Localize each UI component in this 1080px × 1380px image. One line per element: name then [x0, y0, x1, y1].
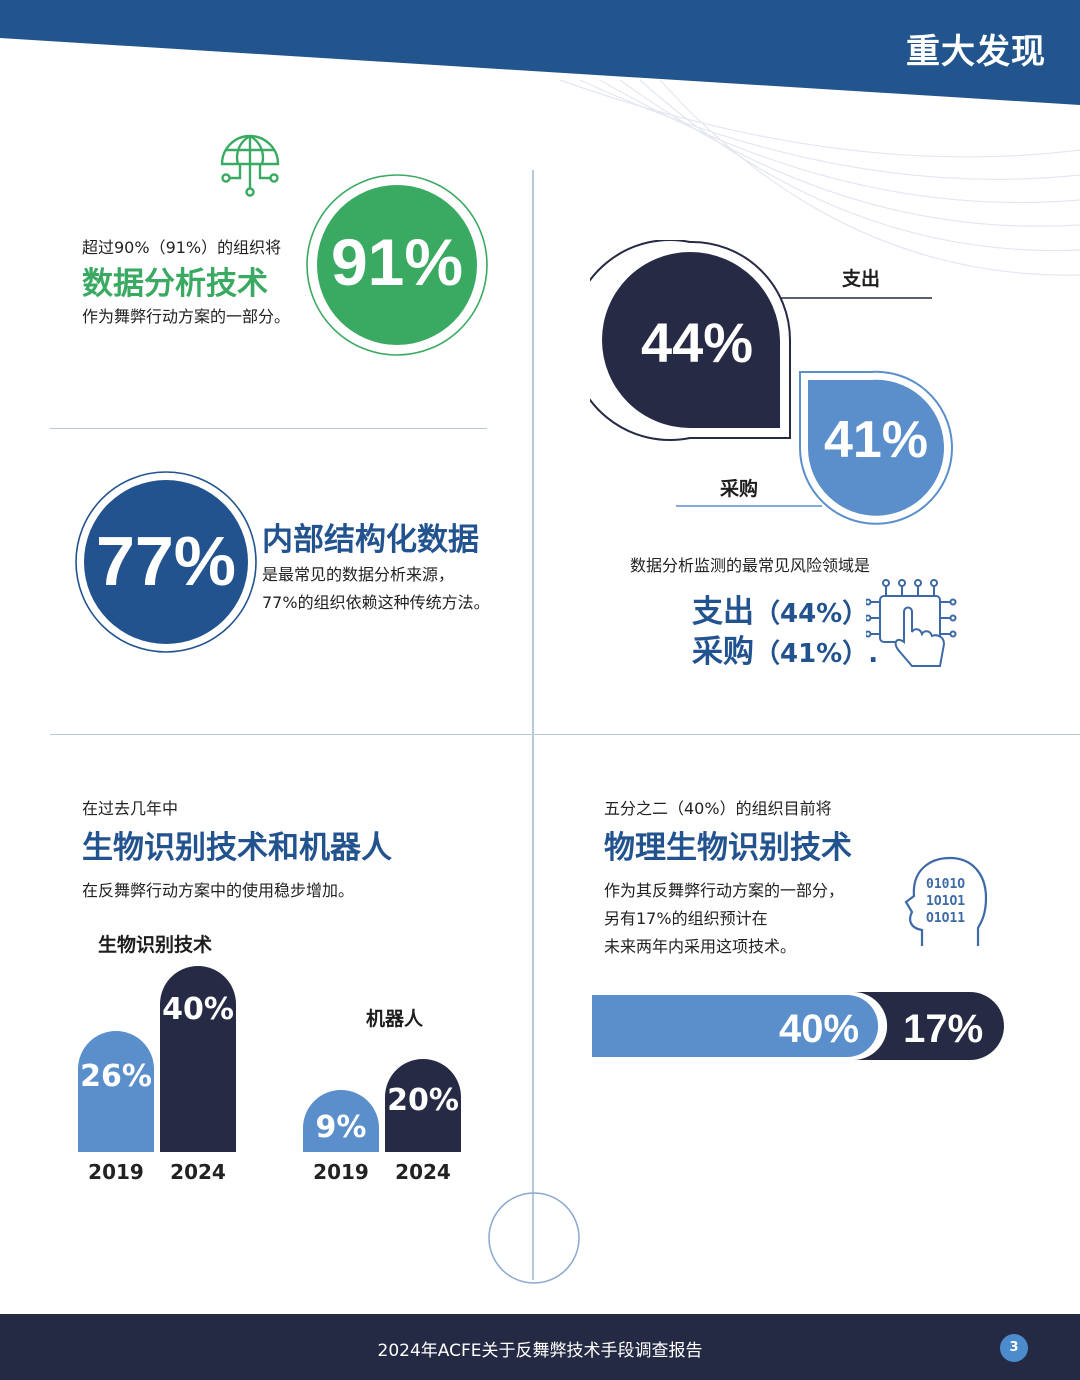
procurement-label: 采购	[720, 478, 759, 500]
bar-label-biometrics-2019: 26%	[80, 1059, 152, 1095]
bar-segment-17	[847, 992, 1004, 1060]
bar-label-robots-2024: 20%	[387, 1083, 459, 1118]
svg-text:1O1O1: 1O1O1	[926, 894, 965, 909]
analytics-intro: 超过90%（91%）的组织将	[82, 238, 282, 257]
physical-intro: 五分之二（40%）的组织目前将	[604, 799, 832, 818]
physical-biometrics-stacked-bar: 40% 17%	[592, 992, 1004, 1060]
stat-41: 41%	[823, 411, 929, 469]
structured-headline: 内部结构化数据	[262, 522, 479, 558]
stat-circle-77	[75, 471, 257, 653]
bar-label-robots-2019: 9%	[315, 1110, 367, 1145]
bar-biometrics-2024: 40%	[160, 966, 236, 1152]
page-title: 重大发现	[906, 32, 1046, 72]
binary-head-icon: 0101O 1O1O1 O1O11	[904, 856, 988, 946]
chart-title-robots: 机器人	[366, 1008, 424, 1030]
risk-summary-line1: 支出（44%）	[692, 586, 868, 631]
expense-label: 支出	[842, 268, 881, 290]
stat-91: 91%	[330, 225, 464, 299]
physical-line1: 作为其反舞弊行动方案的一部分，	[604, 881, 845, 900]
analytics-outro: 作为舞弊行动方案的一部分。	[82, 307, 291, 326]
stat-77: 77%	[95, 522, 237, 600]
header-band	[0, 0, 1080, 105]
risk-summary-procurement: 采购	[692, 634, 754, 670]
bar-segment-40	[592, 995, 879, 1057]
biorobot-intro: 在过去几年中	[82, 799, 179, 818]
risk-summary-procurement-val: （41%）.	[754, 639, 879, 669]
structured-line1: 是最常见的数据分析来源，	[262, 565, 455, 584]
svg-text:O1O11: O1O11	[926, 911, 965, 926]
risk-summary-line2: 采购（41%）.	[692, 626, 878, 671]
page-number: 3	[1000, 1334, 1028, 1362]
risk-shapes	[590, 240, 953, 525]
divider-middle	[50, 734, 1080, 735]
stat-44: 44%	[640, 311, 754, 374]
footer-text: 2024年ACFE关于反舞弊技术手段调查报告	[377, 1341, 703, 1361]
bar-robots-2024: 20%	[385, 1059, 461, 1152]
bar-biometrics-2019: 26%	[78, 1031, 154, 1152]
risk-caption: 数据分析监测的最常见风险领域是	[630, 556, 871, 575]
touch-circuit-icon	[866, 579, 957, 667]
decorative-circle	[488, 1192, 580, 1284]
robots-bar-chart: 9% 20%	[303, 960, 463, 1152]
year-robots-2019: 2019	[313, 1160, 369, 1184]
physical-line3: 未来两年内采用这项技术。	[604, 937, 797, 956]
bar-label-40: 40%	[779, 1007, 859, 1051]
biorobot-headline: 生物识别技术和机器人	[82, 830, 392, 866]
biorobot-outro: 在反舞弊行动方案中的使用稳步增加。	[82, 881, 355, 900]
divider-vertical	[532, 170, 534, 1280]
bar-label-17: 17%	[903, 1007, 983, 1051]
physical-line2: 另有17%的组织预计在	[604, 909, 768, 928]
risk-summary-expense-val: （44%）	[754, 599, 869, 629]
bar-robots-2019: 9%	[303, 1090, 379, 1152]
globe-network-icon	[220, 134, 280, 197]
stat-circle-91	[306, 174, 488, 356]
biometrics-bar-chart: 26% 40%	[78, 960, 238, 1152]
chart-title-biometrics: 生物识别技术	[98, 934, 213, 956]
year-robots-2024: 2024	[395, 1160, 451, 1184]
year-biometrics-2024: 2024	[170, 1160, 226, 1184]
structured-line2: 77%的组织依赖这种传统方法。	[262, 593, 490, 612]
footer: 2024年ACFE关于反舞弊技术手段调查报告 3	[0, 1314, 1080, 1380]
svg-text:0101O: 0101O	[926, 877, 965, 892]
year-biometrics-2019: 2019	[88, 1160, 144, 1184]
physical-headline: 物理生物识别技术	[604, 830, 852, 866]
analytics-headline: 数据分析技术	[82, 266, 268, 302]
decorative-arcs	[559, 79, 1080, 276]
divider-top-left	[50, 428, 487, 429]
risk-summary-expense: 支出	[692, 594, 754, 630]
bar-label-biometrics-2024: 40%	[162, 992, 234, 1027]
